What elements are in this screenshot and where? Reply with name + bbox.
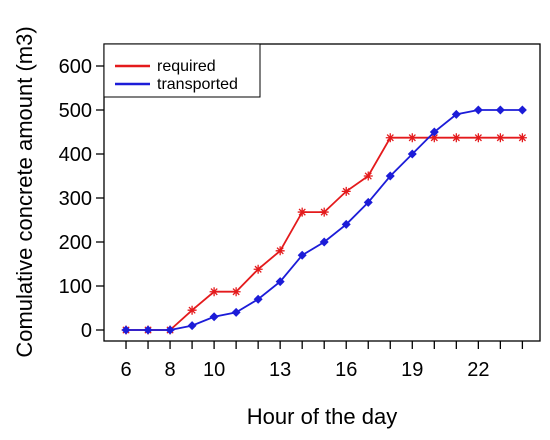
data-point-transported (429, 127, 439, 137)
x-axis-title: Hour of the day (247, 404, 397, 429)
data-point-required (517, 133, 527, 143)
data-point-required (297, 207, 307, 217)
data-point-transported (363, 197, 373, 207)
series-layer (121, 105, 527, 335)
x-tick-label: 13 (269, 359, 291, 381)
y-tick-label: 500 (59, 100, 92, 122)
x-tick-label: 8 (164, 359, 175, 381)
data-point-required (209, 287, 219, 297)
data-point-transported (143, 325, 153, 335)
data-point-required (451, 133, 461, 143)
x-tick-label: 19 (401, 359, 423, 381)
legend-label-required: required (157, 58, 216, 75)
data-point-transported (517, 105, 527, 115)
data-point-transported (407, 149, 417, 159)
data-point-transported (473, 105, 483, 115)
data-point-transported (253, 294, 263, 304)
y-tick-label: 400 (59, 144, 92, 166)
y-tick-label: 100 (59, 276, 92, 298)
x-tick-label: 10 (203, 359, 225, 381)
data-point-required (363, 171, 373, 181)
data-point-required (495, 133, 505, 143)
data-point-transported (187, 321, 197, 331)
data-point-required (319, 207, 329, 217)
legend-box (103, 43, 261, 98)
y-tick-label: 300 (59, 188, 92, 210)
x-tick-label: 22 (467, 359, 489, 381)
series-line-transported (126, 109, 523, 331)
legend: required transported (103, 43, 261, 98)
data-point-required (231, 287, 241, 297)
series-transported (121, 105, 527, 335)
x-tick-label: 16 (335, 359, 357, 381)
data-point-required (253, 264, 263, 274)
x-tick-label: 6 (120, 359, 131, 381)
plot-frame (103, 43, 541, 342)
data-point-required (429, 133, 439, 143)
x-axis: 6 8 10 13 16 19 22 (120, 341, 524, 381)
data-point-transported (451, 109, 461, 119)
data-point-required (187, 305, 197, 315)
legend-label-transported: transported (157, 76, 238, 93)
data-point-transported (297, 250, 307, 260)
data-point-transported (209, 312, 219, 322)
data-point-transported (275, 277, 285, 287)
data-point-required (473, 133, 483, 143)
y-tick-label: 0 (81, 320, 92, 342)
y-tick-label: 200 (59, 232, 92, 254)
y-axis-title: Comulative concrete amount (m3) (12, 26, 37, 357)
data-point-required (341, 186, 351, 196)
data-point-required (385, 133, 395, 143)
data-point-transported (165, 325, 175, 335)
data-point-transported (341, 219, 351, 229)
data-point-transported (495, 105, 505, 115)
data-point-required (407, 133, 417, 143)
y-axis: 0 100 200 300 400 500 600 (59, 56, 104, 342)
y-tick-label: 600 (59, 56, 92, 78)
data-point-transported (385, 171, 395, 181)
series-line-required (126, 136, 523, 331)
data-point-transported (319, 237, 329, 247)
data-point-transported (231, 307, 241, 317)
data-point-required (275, 246, 285, 256)
series-required (121, 133, 527, 335)
data-point-transported (121, 325, 131, 335)
